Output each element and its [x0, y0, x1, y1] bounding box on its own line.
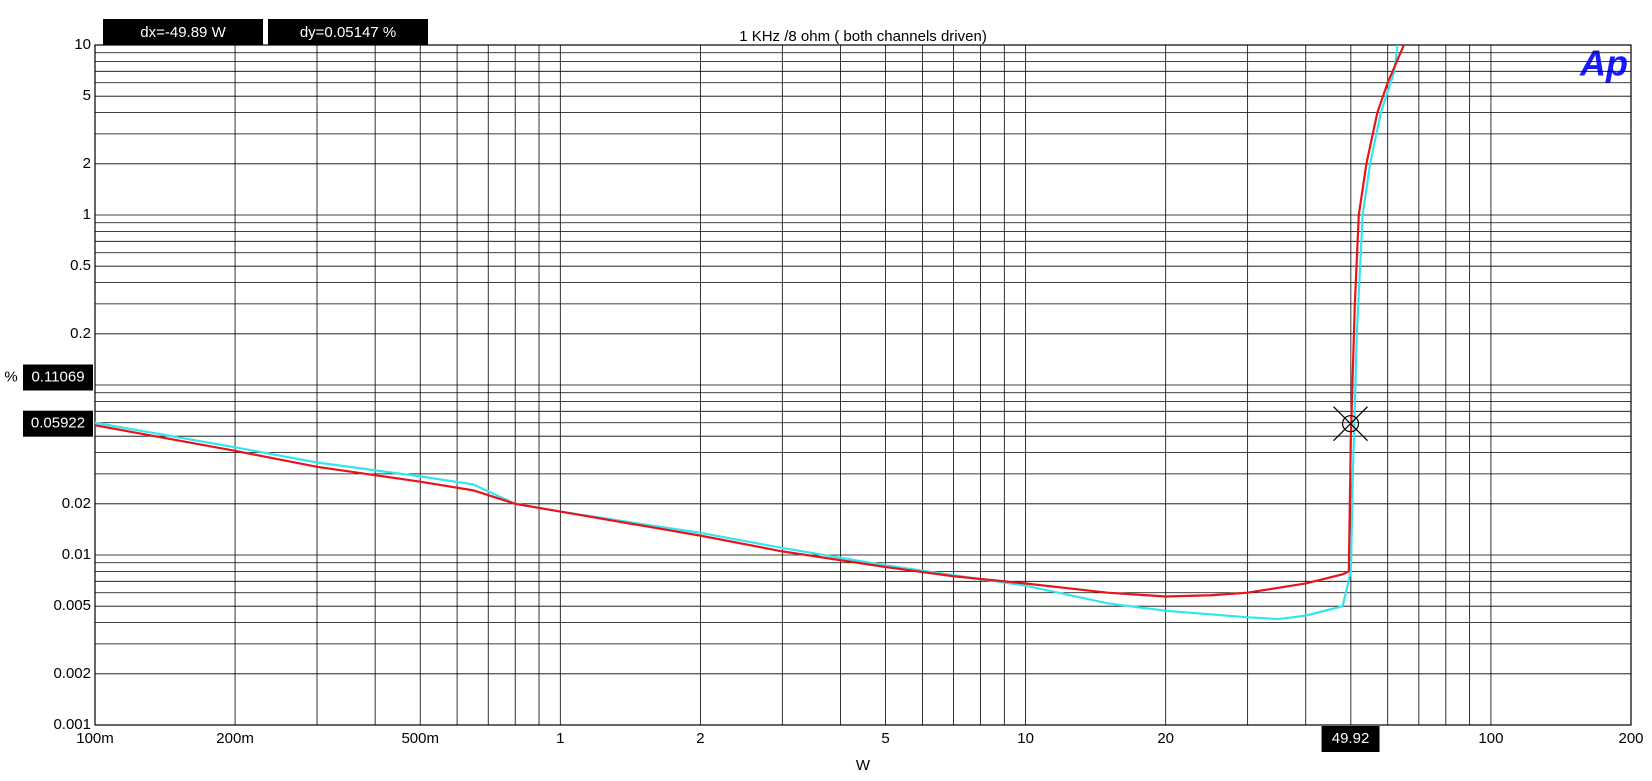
- plot-frame: [94, 44, 1632, 726]
- y-tick-label: 0.2: [70, 325, 91, 342]
- x-tick-label: 2: [696, 730, 704, 747]
- cursor-x-label: 49.92: [1332, 730, 1370, 747]
- y-tick-label: 2: [83, 155, 91, 172]
- y-tick-label: 10: [74, 36, 91, 53]
- x-tick-label: 500m: [401, 730, 439, 747]
- series-line: [95, 45, 1399, 621]
- series-line: [95, 45, 1405, 598]
- cursor-cross: [1333, 406, 1368, 442]
- y-tick-label: 0.02: [62, 495, 91, 512]
- dy-box: [268, 19, 428, 45]
- x-tick-label: 100: [1478, 730, 1503, 747]
- cursor-y2-label: 0.05922: [31, 415, 85, 432]
- dx-box: [103, 19, 263, 45]
- y-tick-label: 0.01: [62, 546, 91, 563]
- y-tick-label: 5: [83, 87, 91, 104]
- y-tick-label: 1: [83, 206, 91, 223]
- cursor-x-box: [1321, 726, 1380, 752]
- dx-readout: dx=-49.89 W: [140, 24, 226, 41]
- chart-title: 1 KHz /8 ohm ( both channels driven): [739, 28, 987, 45]
- logo: Ap: [1579, 43, 1628, 84]
- y-tick-label: 0.5: [70, 257, 91, 274]
- x-tick-label: 5: [881, 730, 889, 747]
- x-tick-label: 200m: [216, 730, 254, 747]
- cursor-y2-box: [23, 410, 93, 437]
- x-tick-label: 200: [1618, 730, 1643, 747]
- cursor-circle: [1341, 415, 1360, 433]
- y-axis-label: %: [4, 368, 17, 385]
- cursor-y1-box: [23, 364, 93, 391]
- x-tick-label: 1: [556, 730, 564, 747]
- cursor-y1-label: 0.11069: [31, 368, 84, 385]
- cursor-marker: [1333, 406, 1368, 442]
- y-tick-label: 0.005: [53, 597, 91, 614]
- x-tick-label: 10: [1017, 730, 1034, 747]
- y-tick-label: 0.001: [53, 716, 91, 733]
- x-tick-label: 100m: [76, 730, 114, 747]
- x-tick-label: 20: [1157, 730, 1174, 747]
- x-axis-label: W: [856, 757, 871, 774]
- y-tick-label: 0.002: [53, 665, 91, 682]
- dy-readout: dy=0.05147 %: [300, 24, 396, 41]
